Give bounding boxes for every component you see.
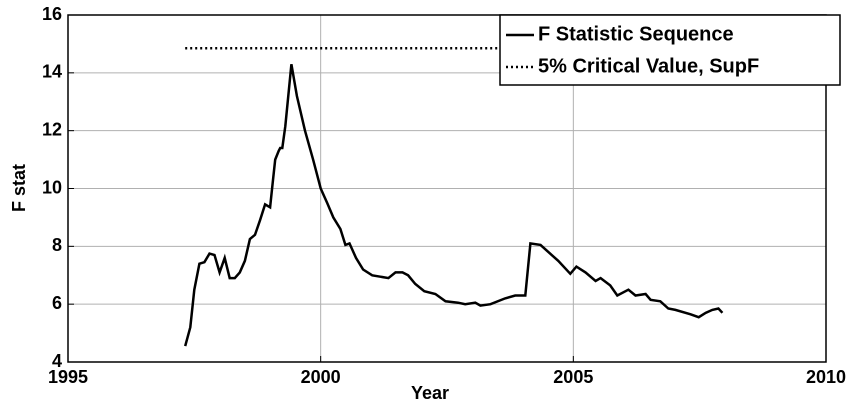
x-tick-label: 2010 [806, 367, 846, 387]
y-tick-label: 12 [42, 119, 62, 139]
y-tick-label: 8 [52, 235, 62, 255]
x-tick-label: 1995 [48, 367, 88, 387]
x-tick-label: 2000 [301, 367, 341, 387]
data-line [183, 63, 724, 347]
x-tick-label: 2005 [553, 367, 593, 387]
y-axis-label: F stat [9, 164, 29, 212]
plot-frame [67, 14, 827, 363]
x-axis-label: Year [411, 383, 449, 403]
legend-label: 5% Critical Value, SupF [538, 55, 759, 77]
y-tick-label: 14 [42, 62, 62, 82]
y-tick-label: 4 [52, 351, 62, 371]
legend-label: F Statistic Sequence [538, 23, 734, 45]
y-tick-label: 10 [42, 177, 62, 197]
y-tick-label: 16 [42, 4, 62, 24]
legend-box [499, 14, 841, 86]
y-tick-label: 6 [52, 293, 62, 313]
